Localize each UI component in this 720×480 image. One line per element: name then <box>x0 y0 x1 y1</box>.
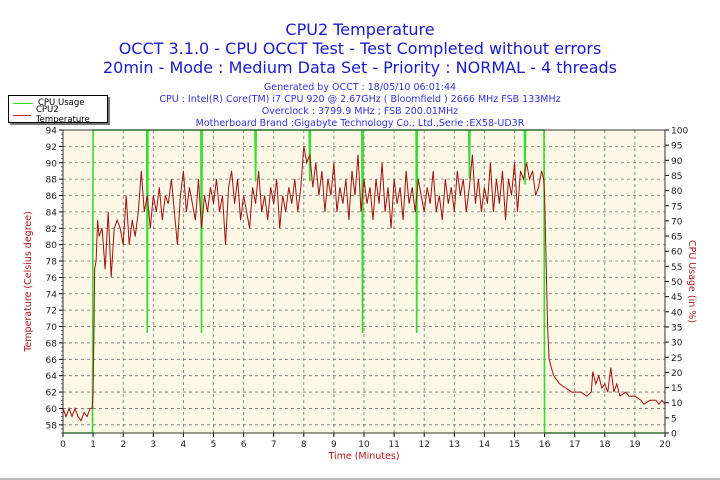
y-tick-label: 78 <box>46 258 58 268</box>
legend-label: CPU2 Temperature <box>35 105 90 125</box>
y2-tick-label: 35 <box>671 323 682 333</box>
y2-tick-label: 40 <box>671 308 683 318</box>
x-tick-label: 2 <box>120 440 126 450</box>
y-tick-label: 64 <box>46 372 58 382</box>
x-tick-label: 1 <box>90 440 96 450</box>
x-tick-label: 11 <box>388 440 399 450</box>
y2-tick-label: 25 <box>671 354 682 364</box>
y2-tick-label: 80 <box>671 187 683 197</box>
motherboard-info: Motherboard Brand :Gigabyte Technology C… <box>195 118 525 129</box>
y2-tick-label: 55 <box>671 263 682 273</box>
y2-tick-label: 95 <box>671 142 682 152</box>
x-tick-label: 17 <box>569 440 580 450</box>
y2-tick-label: 50 <box>671 278 683 288</box>
y-tick-label: 72 <box>46 307 57 317</box>
y2-tick-label: 30 <box>671 339 683 349</box>
chart-subtitle-test: OCCT 3.1.0 - CPU OCCT Test - Test Comple… <box>118 39 602 58</box>
legend: CPU Usage CPU2 Temperature <box>8 95 108 125</box>
y2-tick-label: 15 <box>671 384 682 394</box>
overclock-info: Overclock : 3799.9 MHz ; FSB 200.01MHz <box>261 106 459 117</box>
legend-item-cpu-usage: CPU Usage <box>13 97 84 109</box>
y-tick-label: 70 <box>46 323 58 333</box>
y2-tick-label: 70 <box>671 217 683 227</box>
y2-tick-label: 85 <box>671 172 682 182</box>
y2-tick-label: 10 <box>671 399 683 409</box>
x-tick-label: 4 <box>181 440 187 450</box>
bottom-border <box>0 478 720 480</box>
y2-tick-label: 0 <box>671 430 677 440</box>
x-tick-label: 18 <box>599 440 611 450</box>
y2-tick-label: 60 <box>671 248 683 258</box>
plot-border <box>62 129 666 434</box>
x-tick-label: 6 <box>241 440 247 450</box>
y2-axis-label: CPU Usage (in %) <box>686 240 697 323</box>
legend-label: CPU Usage <box>38 98 85 108</box>
y-tick-label: 76 <box>46 274 58 284</box>
x-tick-label: 14 <box>479 440 491 450</box>
y-tick-label: 74 <box>46 290 58 300</box>
y-tick-label: 80 <box>46 241 58 251</box>
x-tick-label: 16 <box>539 440 551 450</box>
generated-info: Generated by OCCT : 18/05/10 06:01:44 <box>263 82 457 93</box>
chart-title: CPU2 Temperature <box>285 20 435 39</box>
legend-swatch-temperature <box>13 114 31 116</box>
legend-swatch-cpu-usage <box>13 102 33 104</box>
x-axis-label: Time (Minutes) <box>327 451 399 462</box>
x-tick-label: 10 <box>358 440 370 450</box>
x-tick-label: 13 <box>449 440 460 450</box>
chart-subtitle-mode: 20min - Mode : Medium Data Set - Priorit… <box>102 58 618 77</box>
x-tick-label: 15 <box>509 440 520 450</box>
y2-tick-label: 20 <box>671 369 683 379</box>
series-line-cpu2-temperature <box>62 146 666 422</box>
y-tick-label: 88 <box>46 176 58 186</box>
y2-tick-label: 100 <box>671 127 688 137</box>
x-tick-label: 9 <box>331 440 337 450</box>
y2-tick-label: 45 <box>671 293 682 303</box>
x-tick-label: 20 <box>659 440 671 450</box>
y-tick-label: 68 <box>46 339 58 349</box>
x-tick-label: 5 <box>211 440 217 450</box>
y-tick-label: 86 <box>46 192 58 202</box>
x-tick-label: 0 <box>60 440 66 450</box>
x-tick-label: 19 <box>629 440 641 450</box>
y-tick-label: 90 <box>46 159 58 169</box>
cpu-info: CPU : Intel(R) Core(TM) i7 CPU 920 @ 2.6… <box>159 94 561 105</box>
y-tick-label: 82 <box>46 225 57 235</box>
y2-tick-label: 5 <box>671 414 677 424</box>
y2-tick-label: 65 <box>671 233 682 243</box>
legend-item-temperature: CPU2 Temperature <box>13 105 107 125</box>
x-tick-label: 12 <box>418 440 429 450</box>
y-tick-label: 66 <box>46 356 58 366</box>
y2-tick-label: 75 <box>671 202 682 212</box>
y-tick-label: 92 <box>46 143 57 153</box>
y-tick-label: 58 <box>46 421 58 431</box>
x-tick-label: 7 <box>271 440 277 450</box>
y-tick-label: 84 <box>46 208 58 218</box>
x-tick-label: 3 <box>150 440 156 450</box>
y-tick-label: 94 <box>46 127 58 137</box>
y2-tick-label: 90 <box>671 157 683 167</box>
y-tick-label: 60 <box>46 405 58 415</box>
x-tick-label: 8 <box>301 440 307 450</box>
y-axis-label: Temperature (Celsius degree) <box>23 211 34 353</box>
y-tick-label: 62 <box>46 389 57 399</box>
